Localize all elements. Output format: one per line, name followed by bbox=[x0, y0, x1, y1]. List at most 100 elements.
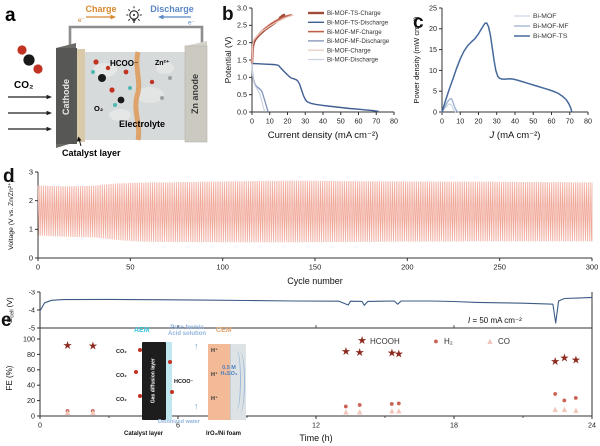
svg-text:Cycle number: Cycle number bbox=[287, 276, 343, 286]
svg-text:200: 200 bbox=[401, 263, 414, 272]
pure-formic-line: Pure formic bbox=[170, 325, 204, 331]
svg-text:10: 10 bbox=[429, 66, 437, 75]
svg-text:▲: ▲ bbox=[387, 406, 396, 416]
h-plus-label: H⁺ bbox=[211, 396, 218, 402]
panel-label-e: e bbox=[1, 310, 12, 331]
panel-d-cycling: d 0 1 2 3 0 50 100 150 200 250 300 Cycle number Volt… bbox=[0, 160, 600, 290]
legend: Bi-MOF-TS-Charge Bi-MOF-TS-Discharge Bi-MO… bbox=[308, 10, 390, 64]
svg-text:30: 30 bbox=[493, 117, 501, 126]
charge-arrowhead bbox=[110, 14, 116, 20]
separator-membrane bbox=[133, 51, 142, 141]
co2-flow-arrows bbox=[8, 94, 52, 132]
svg-text:●: ● bbox=[343, 401, 348, 411]
hcoo-label: HCOO⁻ bbox=[110, 59, 138, 68]
molecule-dot bbox=[134, 370, 138, 374]
series-HCOOH: ★ ★ ★ ★ ★★★ ★ ★ bbox=[63, 340, 581, 368]
svg-text:Bi-MOF-MF-Discharge: Bi-MOF-MF-Discharge bbox=[327, 38, 390, 45]
svg-text:★: ★ bbox=[559, 352, 569, 364]
aem-membrane-strip bbox=[166, 342, 172, 420]
up-arrow-icon: ↑ bbox=[194, 341, 199, 351]
zn-ion-label: Zn²⁺ bbox=[155, 59, 170, 67]
series-Bi-MOF-TS-Discharge bbox=[251, 62, 379, 112]
charge-electron-label: e⁻ bbox=[78, 17, 85, 24]
svg-text:▲: ▲ bbox=[341, 406, 350, 416]
panel-a-svg: a Charge e⁻ Discharge e⁻ bbox=[5, 4, 208, 158]
svg-text:★: ★ bbox=[571, 355, 581, 367]
svg-text:▲: ▲ bbox=[486, 336, 495, 346]
svg-text:80: 80 bbox=[584, 117, 592, 126]
svg-text:★: ★ bbox=[387, 348, 397, 360]
svg-text:60: 60 bbox=[27, 365, 35, 374]
svg-text:●: ● bbox=[562, 395, 567, 405]
svg-text:●: ● bbox=[573, 393, 578, 403]
svg-text:250: 250 bbox=[493, 263, 506, 272]
molecule-dot bbox=[138, 394, 142, 398]
zn-anode-slab bbox=[184, 45, 208, 143]
series-Bi-MOF-TS-Charge bbox=[250, 13, 286, 64]
cem-membrane-slab: H⁺ H⁺ H⁺ bbox=[208, 344, 230, 420]
svg-text:20: 20 bbox=[284, 117, 292, 126]
chart-c-svg: 0 5 10 15 20 25 0 10 20 30 40 50 60 70 80 Bi-MOF Bi-MOF-… bbox=[412, 3, 592, 141]
svg-text:80: 80 bbox=[27, 350, 35, 359]
svg-text:●: ● bbox=[396, 398, 401, 408]
svg-text:0: 0 bbox=[38, 421, 42, 430]
svg-text:▲: ▲ bbox=[551, 404, 560, 414]
series-Bi-MOF bbox=[441, 103, 457, 113]
charge-label: Charge bbox=[85, 4, 116, 14]
svg-text:HCOOH: HCOOH bbox=[370, 337, 400, 346]
svg-text:20: 20 bbox=[429, 24, 437, 33]
svg-text:▲: ▲ bbox=[560, 404, 569, 414]
svg-text:Current density (mA cm⁻²): Current density (mA cm⁻²) bbox=[268, 130, 379, 141]
series-Bi-MOF-Charge bbox=[251, 14, 294, 64]
svg-text:Bi-MOF-Discharge: Bi-MOF-Discharge bbox=[327, 57, 379, 64]
h2so4-line1: 0.5 M bbox=[222, 365, 236, 371]
svg-text:●: ● bbox=[90, 406, 95, 416]
svg-text:20: 20 bbox=[27, 396, 35, 405]
svg-text:Bi-MOF: Bi-MOF bbox=[533, 13, 556, 20]
svg-text:18: 18 bbox=[450, 421, 458, 430]
panel-label-b: b bbox=[222, 4, 234, 25]
svg-text:20: 20 bbox=[475, 117, 483, 126]
svg-text:Voltage (V vs. Zn/Zn²⁺): Voltage (V vs. Zn/Zn²⁺) bbox=[8, 180, 15, 250]
svg-text:CO: CO bbox=[498, 337, 510, 346]
svg-text:Power density (mW cm⁻²): Power density (mW cm⁻²) bbox=[412, 16, 421, 104]
iro2-ni-foam-slab bbox=[230, 344, 246, 420]
svg-text:★: ★ bbox=[355, 347, 365, 359]
svg-text:0: 0 bbox=[433, 107, 437, 116]
aem-label: AEM bbox=[134, 327, 150, 334]
cem-label: CEM bbox=[216, 327, 232, 334]
svg-text:0: 0 bbox=[29, 253, 33, 262]
series-Bi-MOF-Discharge bbox=[251, 62, 266, 112]
molecule-dot bbox=[138, 348, 142, 352]
svg-text:J (mA cm⁻²): J (mA cm⁻²) bbox=[489, 130, 541, 141]
svg-text:24: 24 bbox=[588, 421, 596, 430]
svg-text:3: 3 bbox=[29, 167, 33, 176]
svg-text:▲: ▲ bbox=[394, 406, 403, 416]
svg-text:0: 0 bbox=[250, 117, 254, 126]
svg-text:2: 2 bbox=[29, 196, 33, 205]
svg-text:3.0: 3.0 bbox=[237, 3, 247, 12]
svg-text:25: 25 bbox=[429, 3, 437, 12]
o2-label: O₂ bbox=[94, 104, 103, 113]
svg-text:15: 15 bbox=[429, 45, 437, 54]
svg-text:0: 0 bbox=[31, 411, 35, 420]
panel-label-d: d bbox=[3, 166, 15, 187]
light-bulb-icon bbox=[126, 6, 142, 23]
electrolyte-label: Electrolyte bbox=[119, 119, 165, 129]
svg-text:0.5: 0.5 bbox=[237, 90, 247, 99]
svg-text:●: ● bbox=[433, 336, 438, 346]
svg-text:100: 100 bbox=[23, 334, 35, 343]
panel-label-a: a bbox=[5, 5, 16, 26]
co2-inset-label: CO₂ bbox=[116, 373, 127, 379]
co2-molecule bbox=[17, 45, 43, 74]
series-Bi-MOF-MF-Charge bbox=[251, 14, 292, 64]
svg-text:-3: -3 bbox=[29, 290, 35, 296]
svg-text:300: 300 bbox=[586, 263, 599, 272]
chart-d-plot: 0 1 2 3 0 50 100 150 200 250 300 Cycle number Voltag… bbox=[8, 167, 598, 286]
fe-axis-label: FE (%) bbox=[5, 365, 14, 390]
co2-label: CO₂ bbox=[14, 80, 33, 91]
chart-c-plot: 0 5 10 15 20 25 0 10 20 30 40 50 60 70 80 Bi-MOF Bi-MOF-… bbox=[412, 3, 592, 141]
svg-text:★: ★ bbox=[63, 340, 73, 352]
chart-d-svg: 0 1 2 3 0 50 100 150 200 250 300 Cycle number Voltag… bbox=[8, 167, 598, 286]
